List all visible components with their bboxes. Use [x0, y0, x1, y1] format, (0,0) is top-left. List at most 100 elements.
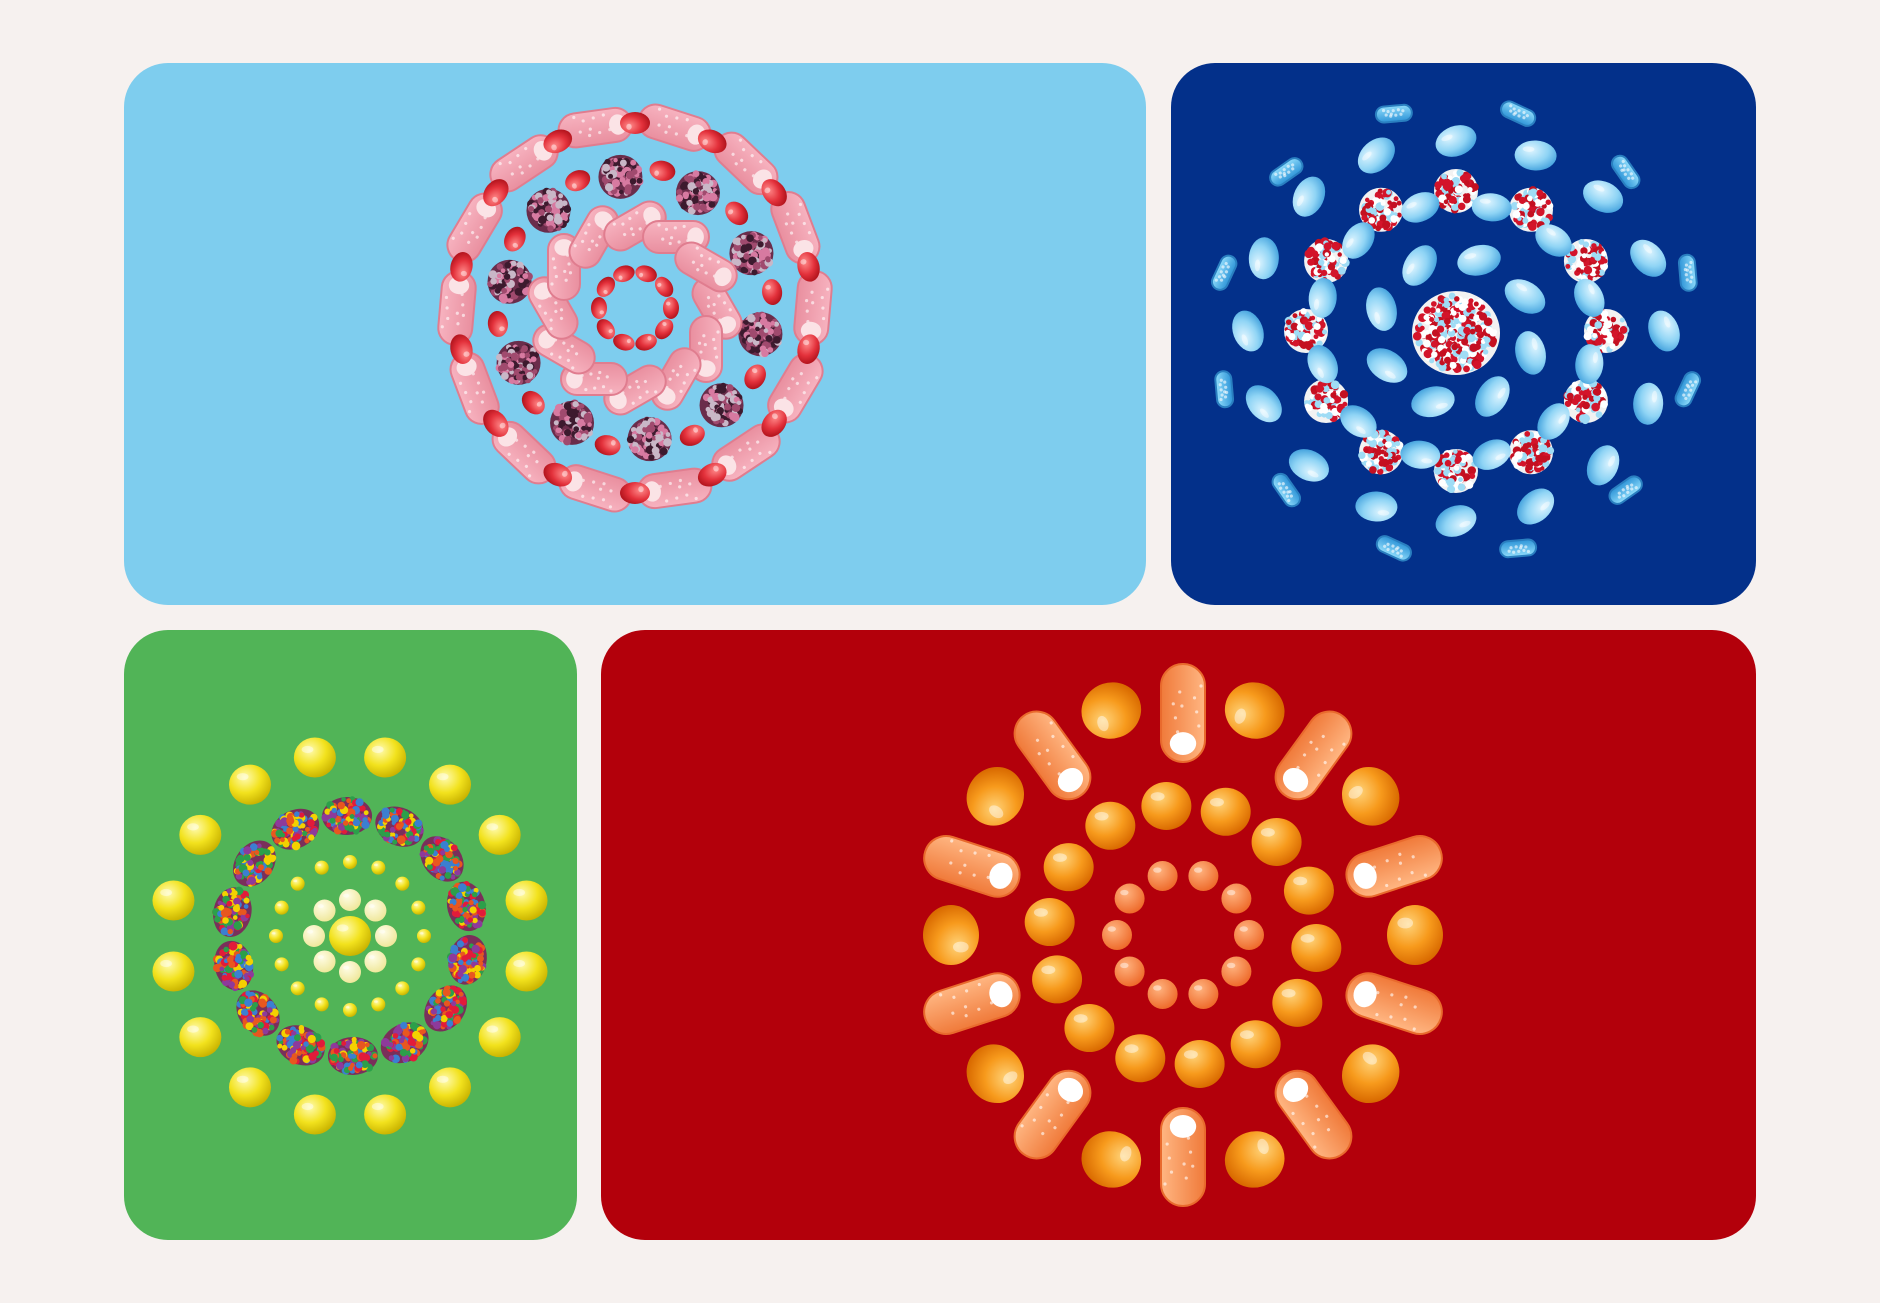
sour-pink-stick — [437, 270, 477, 346]
red-jelly-bean — [797, 334, 820, 364]
red-jelly-bean — [543, 462, 573, 487]
yellow-gumball — [505, 951, 548, 992]
red-jelly-bean — [596, 276, 616, 297]
red-jelly-bean — [761, 179, 787, 207]
rainbow-nonpareil-cluster — [212, 886, 252, 937]
blue-tablet — [1342, 222, 1375, 259]
sugared-orange-ball — [1102, 920, 1132, 950]
orange-gumball — [1081, 682, 1142, 739]
yellow-gumball — [179, 1017, 222, 1058]
red-jelly-bean — [483, 409, 509, 437]
red-white-blue-sprinkle-ball — [1284, 308, 1328, 353]
blue-tablet — [1411, 386, 1455, 418]
blue-tablet — [1435, 125, 1477, 157]
orange-gumball — [1283, 866, 1334, 915]
blue-twist-tube — [1500, 100, 1537, 127]
purple-sprinkle-ball — [550, 399, 595, 446]
orange-gumball — [1024, 898, 1075, 947]
yellow-gumball — [478, 1017, 521, 1058]
blue-tablet — [1515, 331, 1546, 375]
red-jelly-bean — [761, 409, 787, 437]
orange-gumball — [1141, 782, 1192, 831]
blue-tablet — [1457, 244, 1501, 276]
pale-yellow-mint — [364, 899, 387, 922]
rainbow-nonpareil-cluster — [446, 881, 487, 932]
red-white-blue-sprinkle-ball — [1359, 187, 1403, 232]
blue-candy-swirl-tile — [1171, 63, 1756, 605]
pale-yellow-mint — [303, 925, 325, 947]
blue-tablet — [1535, 224, 1572, 257]
orange-gumball — [1341, 1044, 1400, 1104]
red-jelly-bean — [649, 160, 676, 181]
yellow-gumball — [152, 880, 195, 921]
yellow-gumball — [329, 916, 371, 956]
red-jelly-bean — [697, 462, 727, 487]
yellow-gumball — [478, 814, 521, 855]
sour-pink-stick — [449, 351, 500, 425]
blue-twist-tube — [1499, 538, 1538, 559]
yellow-gumball — [228, 1067, 271, 1108]
yellow-gumball — [364, 1094, 407, 1135]
purple-sprinkle-ball — [675, 170, 720, 216]
red-jelly-bean — [762, 279, 783, 306]
orange-gumball — [1081, 1131, 1142, 1188]
blue-tablet — [1340, 405, 1377, 438]
orange-gumball — [966, 766, 1025, 826]
purple-sprinkle-ball — [598, 154, 644, 199]
sour-pink-stick — [674, 241, 738, 293]
blue-tablet — [1248, 237, 1279, 280]
red-jelly-bean — [543, 129, 573, 154]
blue-twist-tube — [1375, 535, 1412, 562]
red-jelly-bean — [565, 170, 591, 192]
purple-sprinkle-ball — [738, 311, 783, 358]
orange-candy-sunburst-tile — [601, 630, 1756, 1240]
red-white-blue-sprinkle-ball — [1412, 291, 1500, 375]
yellow-gumball — [274, 957, 289, 972]
red-white-blue-sprinkle-ball — [1509, 430, 1555, 475]
blue-tablet — [1357, 137, 1395, 174]
purple-sprinkle-ball — [729, 231, 774, 276]
red-jelly-bean — [591, 297, 607, 319]
blue-tablet — [1292, 176, 1326, 217]
sugared-orange-ball — [1114, 883, 1145, 914]
blue-tablet — [1366, 348, 1408, 383]
sugared-orange-ball — [1188, 978, 1219, 1009]
orange-gumball — [1032, 955, 1083, 1004]
yellow-gumball — [293, 1094, 336, 1135]
rainbow-nonpareil-cluster — [380, 1021, 429, 1064]
sour-orange-stick — [1345, 972, 1443, 1035]
orange-gumball — [1230, 1020, 1281, 1069]
red-jelly-bean — [620, 112, 650, 134]
pale-yellow-mint — [375, 925, 397, 947]
sugared-orange-ball — [1147, 978, 1178, 1009]
red-jelly-bean — [483, 179, 509, 207]
pale-yellow-mint — [339, 889, 361, 911]
red-jelly-bean — [596, 319, 616, 340]
red-jelly-bean — [679, 424, 705, 446]
yellow-candy-burst-tile — [124, 630, 577, 1240]
blue-tablet — [1245, 385, 1282, 423]
sugared-orange-ball — [1147, 861, 1178, 892]
blue-tablet — [1232, 310, 1264, 352]
blue-twist-tube — [1210, 254, 1238, 291]
blue-tablet — [1288, 449, 1329, 482]
yellow-gumball — [505, 880, 548, 921]
yellow-gumball — [314, 860, 329, 875]
red-white-blue-sprinkle-ball — [1433, 449, 1478, 494]
red-jelly-bean — [450, 334, 473, 364]
sour-orange-stick — [1274, 1069, 1353, 1160]
pink-candy-swirl-tile — [124, 63, 1146, 605]
red-jelly-bean — [635, 265, 657, 283]
blue-twist-tube — [1608, 475, 1643, 505]
blue-tablet — [1574, 278, 1605, 317]
orange-gumball — [1224, 682, 1285, 739]
red-white-blue-sprinkle-ball — [1434, 169, 1479, 214]
yellow-gumball — [395, 981, 410, 996]
blue-tablet — [1537, 403, 1570, 440]
sour-orange-stick — [923, 835, 1021, 898]
red-white-blue-sprinkle-ball — [1304, 378, 1349, 423]
orange-gumball — [1251, 817, 1302, 866]
orange-gumball — [1115, 1034, 1166, 1083]
red-jelly-bean — [654, 276, 674, 297]
